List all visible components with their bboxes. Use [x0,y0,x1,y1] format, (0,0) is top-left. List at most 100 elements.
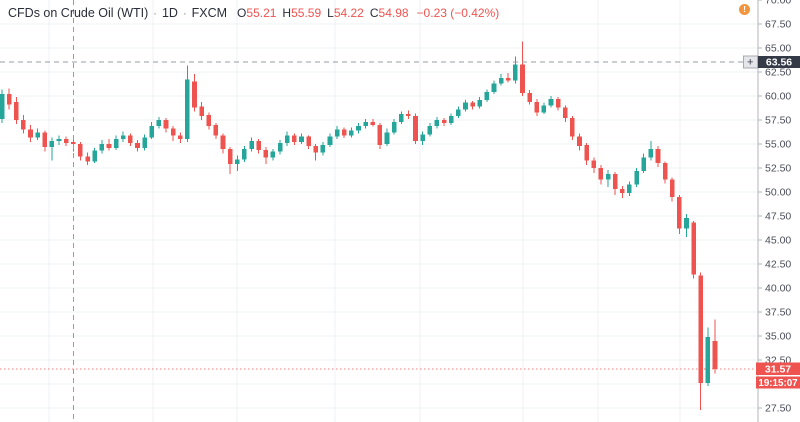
candle-down [313,145,319,153]
candle-up [249,141,254,149]
candle-up [234,159,240,165]
candle-up [456,109,461,117]
candle-up [277,143,283,152]
ohlc-readout: O55.21 H55.59 L54.22 C54.98 −0.23 (−0.42%) [237,6,499,20]
open-letter: O [237,6,247,20]
candle-up [648,148,654,158]
candle-up [384,132,390,144]
candle-down [341,129,347,136]
candle-down [691,222,696,275]
data-delay-warning-icon[interactable]: ! [739,4,750,15]
candle-down [306,136,311,146]
candle-up [49,141,55,147]
candle-up [0,94,5,120]
candle-down [220,135,226,149]
price-axis-label: 57.50 [765,115,791,127]
price-axis-label: 47.50 [765,211,791,223]
price-axis-label: 70.00 [765,0,791,7]
candle-up [641,157,646,171]
candle-down [669,179,675,197]
crosshair-price-badge-value: 63.56 [766,57,792,69]
candle-down [256,141,261,150]
last-price-badge-value: 31.57 [765,364,791,376]
candle-down [598,168,604,180]
candle-down [192,81,197,108]
candle-up [356,125,361,131]
candle-down [712,340,718,369]
exchange-label[interactable]: FXCM [191,6,228,20]
candle-down [370,121,376,125]
open-value: 55.21 [246,6,277,20]
candle-down [292,135,297,143]
price-axis-label: 60.00 [765,91,791,103]
candle-up [463,102,468,110]
candle-down [71,141,76,145]
candle-up [349,130,354,136]
candle-up [605,173,611,180]
candle-down [591,160,597,168]
candle-up [541,105,547,113]
legend-separator: · [153,8,157,20]
candle-down [406,114,411,117]
add-alert-plus-button[interactable] [743,55,758,69]
candle-down [21,120,26,130]
close-value: 54.98 [378,6,409,20]
candle-up [477,99,483,107]
price-axis-label: 55.00 [765,139,791,151]
candle-down [698,275,704,384]
candle-up [149,125,155,138]
candle-up [484,92,490,100]
candle-up [92,150,97,162]
candle-up [448,116,454,123]
candle-up [242,148,247,160]
interval-label[interactable]: 1D [161,6,178,20]
candle-up [56,139,62,142]
bar-countdown-badge [756,376,800,389]
candle-down [577,136,582,146]
candle-down [206,115,212,126]
crosshair-price-badge [758,55,800,68]
candle-up [398,114,404,122]
candle-up [498,77,504,84]
candle-up [185,79,190,140]
candle-up [156,120,162,126]
candle-down [135,143,140,148]
candle-down [584,144,589,161]
legend-separator: · [182,8,187,20]
candle-down [570,118,575,137]
candle-down [63,139,69,144]
candle-down [78,144,83,157]
candle-up [320,144,326,153]
price-axis-label: 35.00 [765,331,791,343]
candle-down [213,124,219,136]
candle-up [434,120,440,126]
candle-down [177,135,183,140]
candle-up [548,98,554,106]
price-axis-label: 62.50 [765,67,791,79]
candle-down [106,144,112,148]
candle-up [705,336,711,384]
candle-down [85,156,90,162]
symbol-title[interactable]: CFDs on Crude Oil (WTI) [8,6,149,20]
price-axis-label: 45.00 [765,235,791,247]
price-axis-label: 50.00 [765,187,791,199]
price-axis[interactable] [758,0,800,422]
candle-down [520,64,525,94]
candle-up [99,144,105,151]
last-price-badge [756,362,800,376]
candle-down [28,129,33,138]
candle-up [270,151,276,158]
low-value: 54.22 [333,6,364,20]
candle-down [170,128,176,136]
candle-up [420,134,425,142]
candle-up [627,184,632,193]
candle-down [199,106,204,117]
candle-down [128,135,133,144]
close-letter: C [369,6,379,20]
price-axis-label: 67.50 [765,19,791,31]
candle-down [227,148,233,165]
candle-up [684,217,689,229]
candle-up [391,121,397,133]
